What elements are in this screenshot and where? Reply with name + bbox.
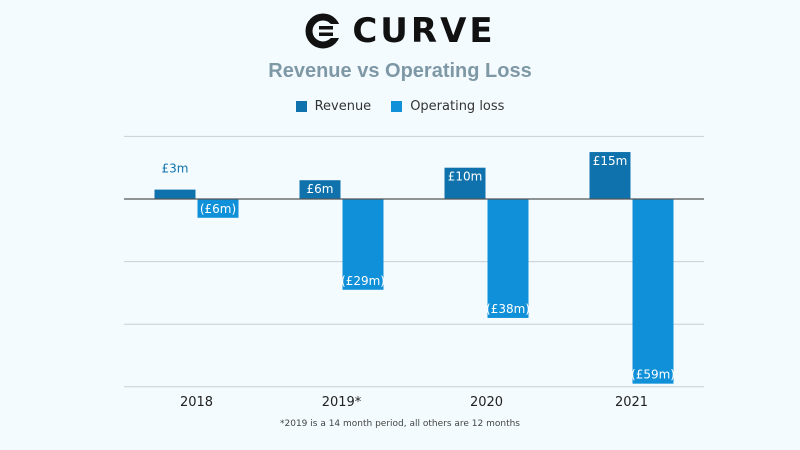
legend-item-revenue: Revenue	[295, 99, 372, 114]
legend-label-revenue: Revenue	[314, 99, 372, 114]
bar-revenue	[444, 167, 486, 199]
data-label-operating-loss: (£29m)	[341, 274, 385, 288]
data-label-revenue: £10m	[448, 170, 483, 184]
chart-legend: Revenue Operating loss	[0, 99, 800, 114]
x-tick-label: 2020	[470, 395, 503, 410]
data-label-revenue: £15m	[593, 154, 628, 168]
bar-revenue	[154, 189, 196, 199]
data-label-operating-loss: (£6m)	[200, 202, 236, 216]
bar-revenue	[299, 180, 341, 199]
brand-name: CURVE	[352, 11, 496, 51]
legend-item-operating-loss: Operating loss	[391, 99, 504, 114]
chart-title: Revenue vs Operating Loss	[268, 60, 532, 82]
bar-revenue	[589, 152, 631, 199]
data-label-revenue: £3m	[162, 162, 189, 176]
legend-swatch-operating-loss	[391, 101, 403, 112]
bar-operating-loss	[342, 199, 384, 290]
data-label-operating-loss: (£59m)	[631, 368, 675, 382]
x-tick-label: 2021	[615, 395, 648, 410]
curve-logo-icon	[305, 13, 343, 49]
chart-footnote: *2019 is a 14 month period, all others a…	[280, 419, 520, 429]
bar-operating-loss	[487, 199, 529, 318]
x-tick-label: 2019*	[322, 395, 362, 410]
data-label-operating-loss: (£38m)	[486, 302, 530, 316]
bar-operating-loss	[197, 199, 239, 218]
legend-swatch-revenue	[295, 101, 307, 112]
bar-operating-loss	[632, 199, 674, 384]
data-label-revenue: £6m	[307, 182, 334, 196]
legend-label-operating-loss: Operating loss	[410, 99, 505, 114]
x-tick-label: 2018	[180, 395, 213, 410]
brand-logo: CURVE	[0, 8, 800, 54]
